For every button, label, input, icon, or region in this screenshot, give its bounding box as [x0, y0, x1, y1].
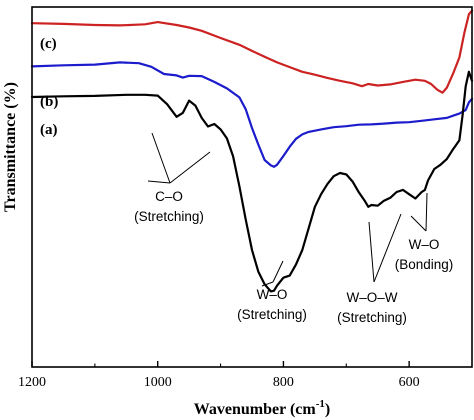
annotation-leader-wo-bond-1 — [410, 215, 427, 232]
annotation-leader-co-2 — [147, 180, 171, 184]
x-axis-title: Wavenumber (cm-1) — [194, 398, 330, 418]
series-line-3 — [30, 70, 474, 293]
annotation-leader-co-0 — [169, 151, 211, 184]
series-layer: (c) (b) (a) — [30, 9, 474, 293]
x-tick-label-600: 600 — [399, 375, 420, 390]
annotation-leader-wo-stretch-0 — [261, 281, 274, 287]
series-line-1 — [30, 9, 474, 94]
annotation-text-co-1: (Stretching) — [134, 209, 204, 224]
annotation-leader-wo-bond-0 — [425, 192, 428, 232]
annotation-text-wo-stretch-0: W–O — [257, 287, 288, 302]
annotation-text-wo-stretch-1: (Stretching) — [237, 307, 307, 322]
series-label-2: (b) — [40, 94, 58, 110]
x-axis-title-close: ) — [325, 401, 330, 418]
annotation-text-co-0: C–O — [155, 189, 183, 204]
x-axis-title-main: Wavenumber (cm — [194, 401, 317, 418]
x-axis-title-sup: -1 — [316, 398, 325, 410]
annotation-text-wow-1: (Stretching) — [337, 310, 407, 325]
x-tick-label-800: 800 — [273, 375, 294, 390]
y-axis-title: Transmittance (%) — [2, 82, 19, 212]
plot-frame — [31, 6, 473, 368]
series-line-2 — [30, 61, 474, 168]
annotation-text-wow-0: W–O–W — [346, 290, 397, 305]
annotation-leader-wow-1 — [373, 213, 402, 283]
series-label-3: (a) — [40, 122, 58, 138]
x-tick-label-1000: 1000 — [144, 375, 172, 390]
series-label-1: (c) — [40, 36, 57, 52]
annotation-text-wo-bond-0: W–O — [409, 237, 440, 252]
annotation-text-wo-bond-1: (Bonding) — [395, 257, 454, 272]
annotation-layer: C–O (Stretching) W–O (Stretching) W–O–W (Stre… — [134, 132, 454, 325]
axes: 1200 1000 800 600 — [18, 6, 473, 390]
annotation-leader-co-1 — [151, 132, 171, 184]
x-tick-label-1200: 1200 — [18, 375, 46, 390]
annotation-leader-wow-0 — [368, 221, 375, 283]
annotation-leader-wo-stretch-1 — [272, 260, 284, 283]
